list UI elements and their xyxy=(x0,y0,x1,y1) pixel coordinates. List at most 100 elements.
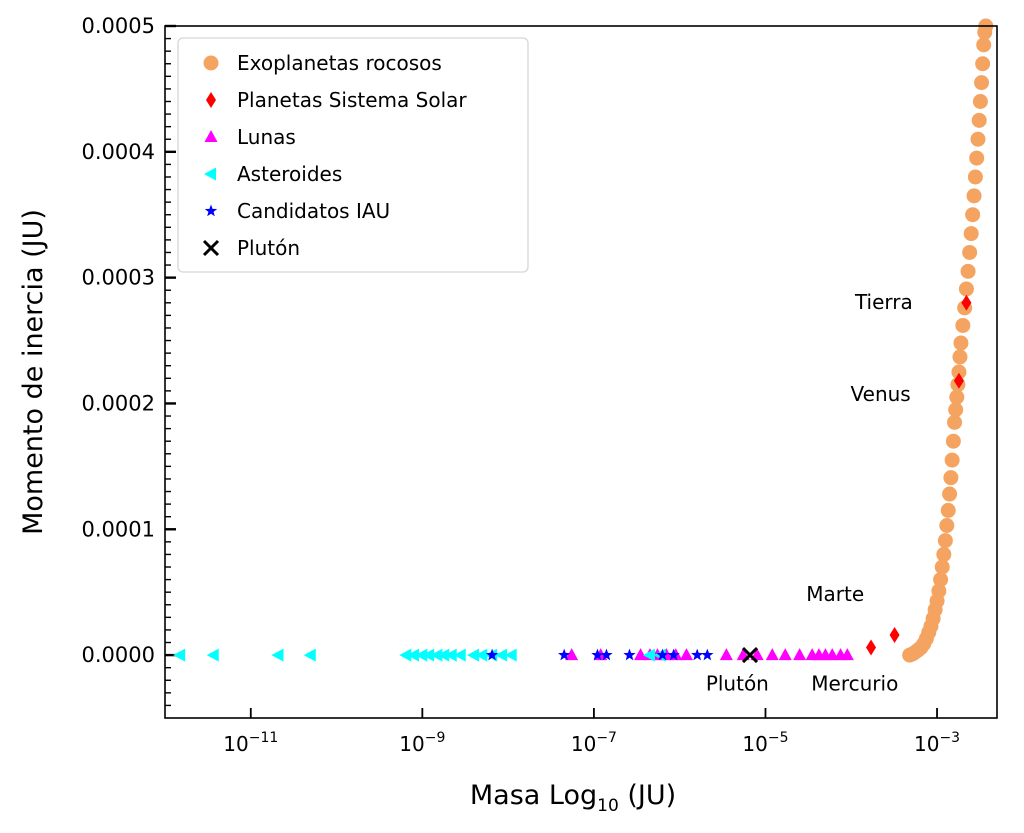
x-axis-label-unit: (JU) xyxy=(619,780,676,811)
y-tick-label: 0.0004 xyxy=(82,140,155,164)
circle-point xyxy=(965,207,981,223)
star-point xyxy=(701,648,714,661)
legend-box xyxy=(177,37,529,273)
triangle-left-point xyxy=(475,648,488,662)
circle-point xyxy=(975,56,991,72)
triangle-left-point xyxy=(495,648,508,662)
legend-marker xyxy=(204,130,218,142)
circle-point xyxy=(966,188,982,204)
x-tick-label: 10−3 xyxy=(914,730,960,756)
x-tick-base: 10 xyxy=(223,732,248,756)
circle-point xyxy=(960,263,976,279)
circle-point xyxy=(943,470,959,486)
legend-label: Asteroides xyxy=(237,162,342,186)
star-point xyxy=(667,648,680,661)
circle-point xyxy=(970,131,986,147)
x-tick-exponent: −11 xyxy=(249,730,279,746)
y-tick-label: 0.0002 xyxy=(82,391,155,415)
legend-label: Plutón xyxy=(237,236,300,260)
circle-point xyxy=(974,75,990,91)
x-point xyxy=(741,647,759,664)
y-ticks: 0.0000 0.0001 0.0002 0.0003 0.0004 0.0005 xyxy=(82,14,176,707)
circle-point xyxy=(955,317,971,333)
legend-marker xyxy=(203,55,219,71)
diamond-point xyxy=(889,626,900,643)
triangle-left-point xyxy=(504,648,517,662)
annotations: Tierra Venus Marte Mercurio Plutón xyxy=(706,290,913,695)
circle-point xyxy=(947,414,963,430)
circle-point xyxy=(940,502,956,518)
legend-marker xyxy=(204,167,216,181)
diamond-point xyxy=(961,294,972,311)
triangle-left-point xyxy=(206,648,219,662)
circle-point xyxy=(963,226,979,242)
x-tick-exponent: −9 xyxy=(425,730,446,746)
triangle-left-point xyxy=(430,648,443,662)
triangle-up-point xyxy=(765,648,779,661)
star-point xyxy=(691,648,704,661)
triangle-left-point xyxy=(173,648,186,662)
triangle-left-point xyxy=(453,648,466,662)
circle-point xyxy=(969,150,985,166)
triangle-up-point xyxy=(778,648,792,661)
circle-point xyxy=(948,402,964,418)
x-tick-exponent: −5 xyxy=(768,730,789,746)
circle-point xyxy=(931,583,947,599)
triangle-left-point xyxy=(415,648,428,662)
circle-point xyxy=(962,244,978,260)
data-points xyxy=(173,18,994,664)
star-point xyxy=(656,648,669,661)
triangle-up-point xyxy=(793,648,807,661)
triangle-up-point xyxy=(840,648,854,661)
circle-point xyxy=(972,93,988,109)
diamond-point xyxy=(953,372,964,389)
annotation-label: Plutón xyxy=(706,671,769,695)
circle-point xyxy=(939,517,955,533)
legend-label: Candidatos IAU xyxy=(237,199,390,223)
circle-point xyxy=(936,546,952,562)
circle-point xyxy=(944,452,960,468)
x-tick-base: 10 xyxy=(399,732,424,756)
triangle-left-point xyxy=(444,648,457,662)
star-point xyxy=(557,648,571,661)
x-point-stroke-b xyxy=(741,647,759,664)
circle-point xyxy=(949,389,965,405)
x-tick-label: 10−5 xyxy=(742,730,788,756)
circle-point xyxy=(951,364,967,380)
legend-marker xyxy=(206,92,216,108)
triangle-up-point xyxy=(565,648,579,661)
triangle-up-point xyxy=(719,648,733,661)
star-point xyxy=(600,648,613,661)
x-tick-label: 10−9 xyxy=(399,730,445,756)
annotation-label: Marte xyxy=(806,582,864,606)
triangle-up-point xyxy=(634,648,648,661)
x-tick-label: 10−11 xyxy=(223,730,278,756)
triangle-left-point xyxy=(422,648,435,662)
triangle-left-point xyxy=(437,648,450,662)
legend-marker xyxy=(204,204,218,217)
legend-label: Planetas Sistema Solar xyxy=(237,88,467,112)
circle-point xyxy=(933,572,949,588)
circle-point xyxy=(937,533,953,549)
legend-marker xyxy=(202,239,220,257)
x-tick-base: 10 xyxy=(742,732,767,756)
circle-point xyxy=(942,486,958,502)
star-point xyxy=(623,648,636,661)
triangle-left-point xyxy=(642,648,655,662)
x-tick-base: 10 xyxy=(571,732,596,756)
triangle-left-point xyxy=(399,648,412,662)
star-point xyxy=(591,648,604,661)
y-tick-label: 0.0003 xyxy=(82,266,155,290)
x-axis-label-main: Masa Log xyxy=(470,780,597,811)
annotation-label: Venus xyxy=(851,382,911,406)
circle-point xyxy=(953,335,969,351)
x-axis-label-subscript: 10 xyxy=(597,796,619,816)
x-tick-exponent: −7 xyxy=(596,730,617,746)
x-ticks: 10−11 10−9 10−7 10−5 10−3 xyxy=(223,708,960,756)
x-tick-exponent: −3 xyxy=(939,730,960,746)
triangle-up-point xyxy=(679,648,693,661)
legend-label: Exoplanetas rocosos xyxy=(237,51,442,75)
legend-label: Lunas xyxy=(237,125,296,149)
triangle-up-point xyxy=(825,648,839,661)
